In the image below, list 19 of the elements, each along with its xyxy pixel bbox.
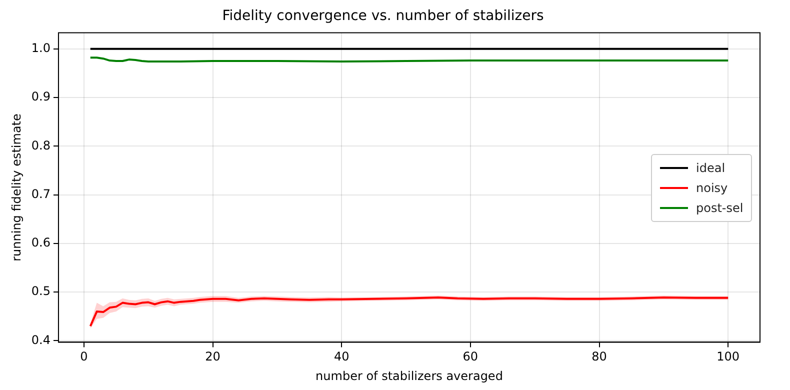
y-tick-label: 0.5 [31, 284, 50, 298]
x-tick-label: 80 [592, 350, 607, 364]
legend-label: noisy [696, 180, 728, 194]
chart-title: Fidelity convergence vs. number of stabilizers [222, 8, 544, 24]
x-tick-label: 100 [716, 350, 740, 364]
legend-label: ideal [696, 160, 726, 174]
y-tick-label: 1.0 [31, 40, 50, 55]
x-tick-label: 0 [80, 350, 88, 364]
x-tick-label: 40 [334, 350, 350, 364]
y-tick-label: 0.9 [31, 90, 50, 104]
x-axis-title: number of stabilizers averaged [316, 368, 503, 383]
y-tick-label: 0.7 [31, 186, 50, 201]
y-axis-title: running fidelity estimate [9, 114, 24, 262]
y-tick-label: 0.4 [31, 332, 50, 347]
x-tick-label: 60 [462, 350, 478, 364]
legend-label: post-sel [696, 200, 744, 214]
x-tick-label: 20 [205, 350, 220, 364]
y-tick-label: 0.6 [31, 236, 50, 250]
y-tick-label: 0.8 [31, 138, 50, 152]
